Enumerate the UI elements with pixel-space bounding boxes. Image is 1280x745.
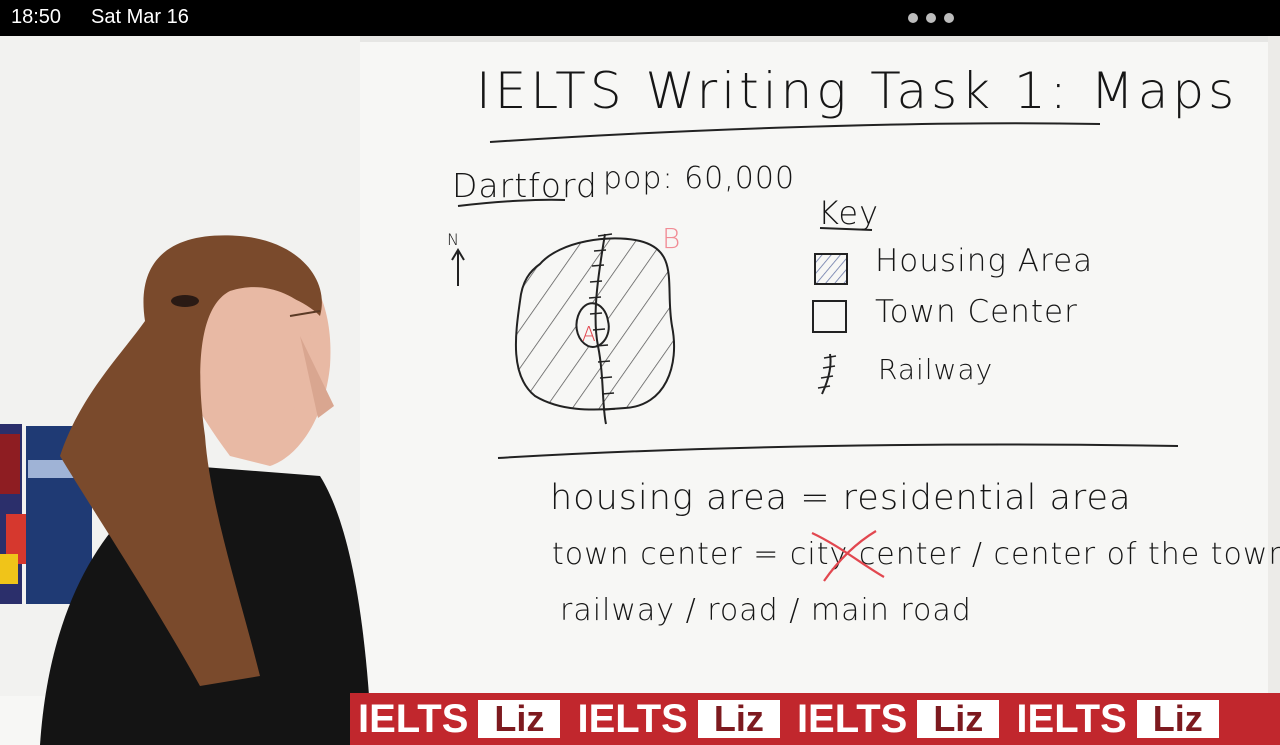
empty-square-icon: [812, 300, 847, 333]
population-label: pop: 60,000: [603, 161, 796, 196]
railway-line-icon: [817, 353, 837, 395]
multitasking-dots-icon[interactable]: [906, 11, 956, 25]
red-strike-mark: [811, 530, 885, 582]
map-label-a: A: [582, 322, 597, 346]
key-symbols: [812, 253, 848, 395]
brand-banner: IELTS Liz IELTS Liz IELTS Liz IELTS Liz: [350, 693, 1280, 745]
presenter-image: [40, 235, 372, 745]
brand-word: IELTS: [1016, 697, 1127, 741]
brand-box: Liz: [697, 700, 780, 738]
note-railway: railway / road / main road: [560, 593, 972, 628]
note-housing-area: housing area = residential area: [550, 478, 1132, 518]
brand-box: Liz: [1136, 700, 1219, 738]
status-date: Sat Mar 16: [91, 6, 189, 28]
brand-word: IELTS: [577, 697, 688, 741]
north-arrow-icon: N: [447, 230, 460, 249]
key-item-town-center: Town Center: [875, 294, 1078, 330]
town-map: [451, 233, 676, 425]
status-bar: 18:50 Sat Mar 16: [0, 0, 1280, 36]
city-name: Dartford: [452, 166, 598, 205]
key-item-railway: Railway: [878, 353, 994, 386]
brand-word: IELTS: [358, 697, 469, 741]
note-town-center: town center = city center / center of th…: [552, 537, 1280, 572]
brand-word: IELTS: [796, 697, 908, 741]
status-time: 18:50: [11, 6, 62, 28]
title-underline: [457, 122, 1179, 459]
brand-banner-track: IELTS Liz IELTS Liz IELTS Liz IELTS Liz: [350, 696, 1219, 742]
brand-box: Liz: [478, 700, 561, 738]
map-label-b: B: [662, 222, 682, 255]
key-heading: Key: [818, 194, 880, 232]
page-title: IELTS Writing Task 1: Maps: [476, 62, 1239, 120]
key-item-housing-area: Housing Area: [875, 243, 1094, 279]
brand-box: Liz: [917, 700, 1000, 738]
hatched-square-icon: [814, 253, 848, 285]
video-frame[interactable]: IELTS Writing Task 1: Maps Dartford pop:…: [0, 36, 1280, 745]
